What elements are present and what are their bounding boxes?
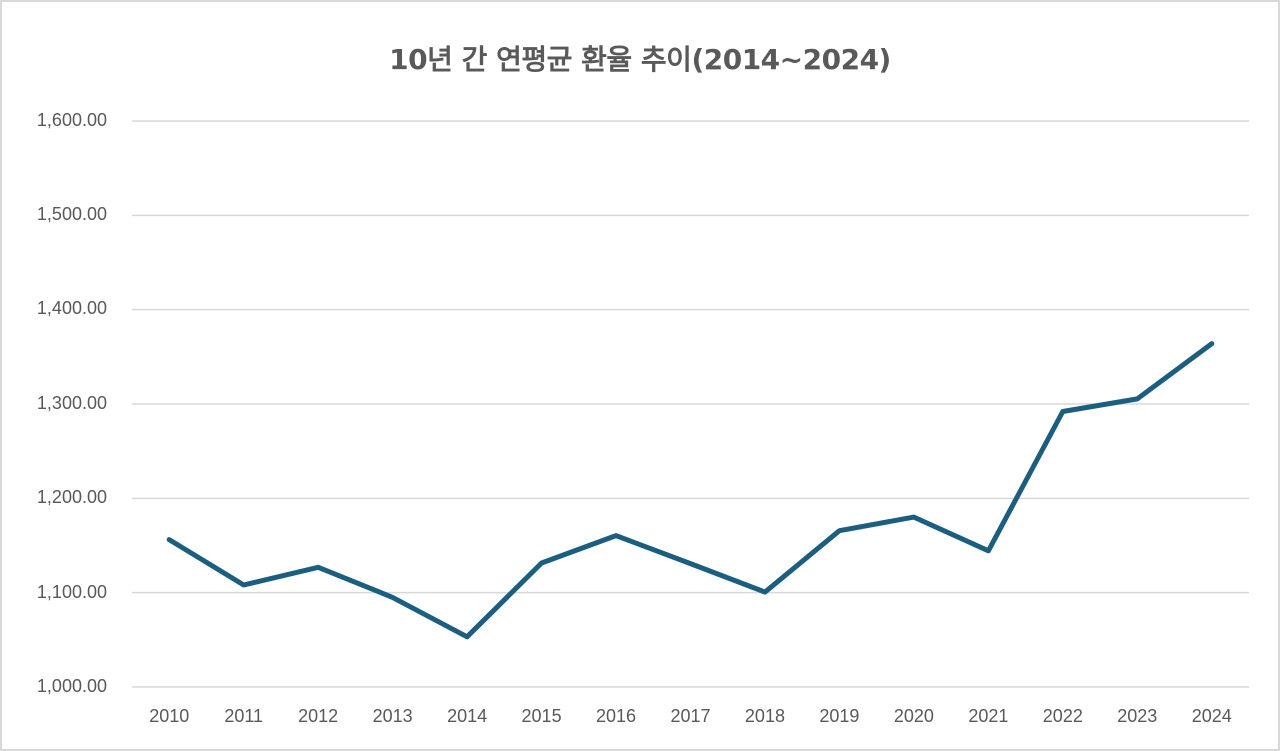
y-tick-label: 1,500.00 [36,204,107,224]
x-tick-label: 2010 [149,706,190,726]
x-tick-label: 2011 [224,706,264,726]
x-tick-label: 2020 [893,706,934,726]
x-tick-label: 2021 [968,706,1009,726]
series-line [166,341,1215,640]
x-tick-label: 2015 [521,706,562,726]
x-tick-label: 2013 [372,706,413,726]
x-tick-label: 2012 [298,706,339,726]
y-tick-label: 1,600.00 [36,110,107,130]
y-tick-label: 1,300.00 [36,393,107,413]
x-tick-label: 2023 [1117,706,1158,726]
y-tick-label: 1,100.00 [36,582,107,602]
x-tick-label: 2017 [670,706,711,726]
x-tick-label: 2022 [1042,706,1083,726]
x-tick-label: 2014 [447,706,488,726]
x-tick-label: 2019 [819,706,860,726]
chart-title: 10년 간 연평균 환율 추이(2014~2024) [389,43,891,76]
y-tick-label: 1,200.00 [36,487,107,507]
x-tick-label: 2018 [744,706,785,726]
gridlines [132,120,1249,688]
y-tick-label: 1,400.00 [36,298,107,318]
y-tick-label: 1,000.00 [36,676,107,696]
x-tick-label: 2024 [1191,706,1232,726]
x-tick-label: 2016 [596,706,637,726]
